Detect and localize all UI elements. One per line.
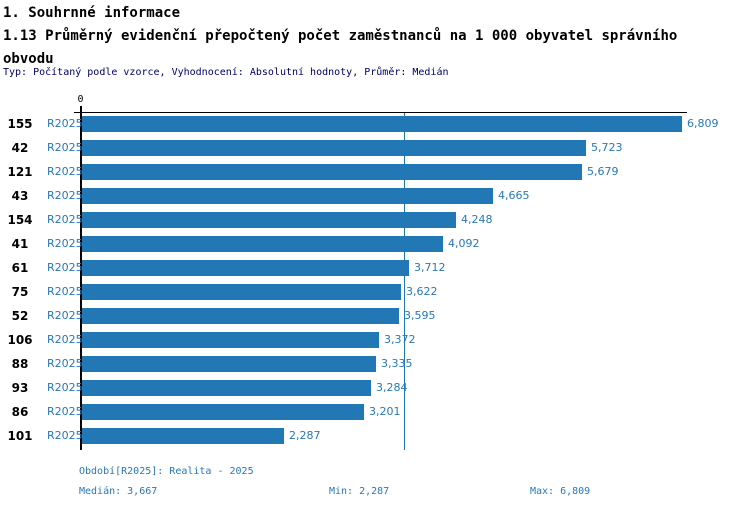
bar-value-label: 4,092 bbox=[448, 236, 480, 250]
row-category-label: 52 bbox=[11, 308, 29, 323]
row-category-label: 101 bbox=[7, 428, 33, 443]
row-category-label: 41 bbox=[11, 236, 29, 251]
bar-value-label: 4,248 bbox=[461, 212, 493, 226]
footer-min-stat: Min: 2,287 bbox=[329, 486, 390, 497]
value-bar bbox=[82, 163, 582, 180]
bar-value-label: 3,284 bbox=[376, 380, 408, 394]
value-bar bbox=[82, 427, 284, 444]
value-bar bbox=[82, 115, 682, 132]
row-period-label: R2025 bbox=[47, 260, 83, 274]
row-period-label: R2025 bbox=[47, 188, 83, 202]
bar-value-label: 3,372 bbox=[384, 332, 416, 346]
row-period-label: R2025 bbox=[47, 380, 83, 394]
chart-meta-line: Typ: Počítaný podle vzorce, Vyhodnocení:… bbox=[3, 67, 449, 78]
value-bar bbox=[82, 211, 456, 228]
footer-period-label: Období[R2025]: Realita - 2025 bbox=[79, 466, 254, 477]
row-category-label: 121 bbox=[7, 164, 33, 179]
value-bar bbox=[82, 403, 364, 420]
bar-value-label: 2,287 bbox=[289, 428, 321, 442]
bar-value-label: 3,335 bbox=[381, 356, 413, 370]
row-period-label: R2025 bbox=[47, 284, 83, 298]
row-category-label: 42 bbox=[11, 140, 29, 155]
row-period-label: R2025 bbox=[47, 116, 83, 130]
row-period-label: R2025 bbox=[47, 332, 83, 346]
chart-subtitle: 1.13 Průměrný evidenční přepočtený počet… bbox=[3, 28, 678, 67]
median-reference-line bbox=[404, 112, 405, 450]
row-category-label: 75 bbox=[11, 284, 29, 299]
bar-value-label: 3,201 bbox=[369, 404, 401, 418]
value-bar bbox=[82, 283, 401, 300]
row-period-label: R2025 bbox=[47, 140, 83, 154]
bar-value-label: 3,712 bbox=[414, 260, 446, 274]
bar-value-label: 5,723 bbox=[591, 140, 623, 154]
row-category-label: 155 bbox=[7, 116, 33, 131]
value-bar bbox=[82, 379, 371, 396]
row-category-label: 154 bbox=[7, 212, 33, 227]
row-period-label: R2025 bbox=[47, 308, 83, 322]
row-category-label: 88 bbox=[11, 356, 29, 371]
bar-value-label: 3,595 bbox=[404, 308, 436, 322]
row-period-label: R2025 bbox=[47, 428, 83, 442]
bar-value-label: 5,679 bbox=[587, 164, 619, 178]
value-bar bbox=[82, 235, 443, 252]
row-period-label: R2025 bbox=[47, 356, 83, 370]
value-bar bbox=[82, 355, 376, 372]
value-bar bbox=[82, 307, 399, 324]
row-category-label: 93 bbox=[11, 380, 29, 395]
bar-value-label: 3,622 bbox=[406, 284, 438, 298]
footer-median-stat: Medián: 3,667 bbox=[79, 486, 158, 497]
row-period-label: R2025 bbox=[47, 164, 83, 178]
row-category-label: 43 bbox=[11, 188, 29, 203]
y-axis-line bbox=[80, 106, 82, 450]
value-bar bbox=[82, 331, 379, 348]
page-title: 1. Souhrnné informace bbox=[3, 5, 181, 21]
row-period-label: R2025 bbox=[47, 212, 83, 226]
row-category-label: 106 bbox=[7, 332, 33, 347]
value-bar bbox=[82, 259, 409, 276]
x-axis-zero-tick-label: 0 bbox=[77, 94, 84, 105]
row-period-label: R2025 bbox=[47, 404, 83, 418]
row-category-label: 61 bbox=[11, 260, 29, 275]
value-bar bbox=[82, 187, 493, 204]
bar-value-label: 6,809 bbox=[687, 116, 719, 130]
x-axis-line bbox=[74, 112, 687, 113]
bar-value-label: 4,665 bbox=[498, 188, 530, 202]
row-period-label: R2025 bbox=[47, 236, 83, 250]
value-bar bbox=[82, 139, 586, 156]
row-category-label: 86 bbox=[11, 404, 29, 419]
footer-max-stat: Max: 6,809 bbox=[530, 486, 591, 497]
